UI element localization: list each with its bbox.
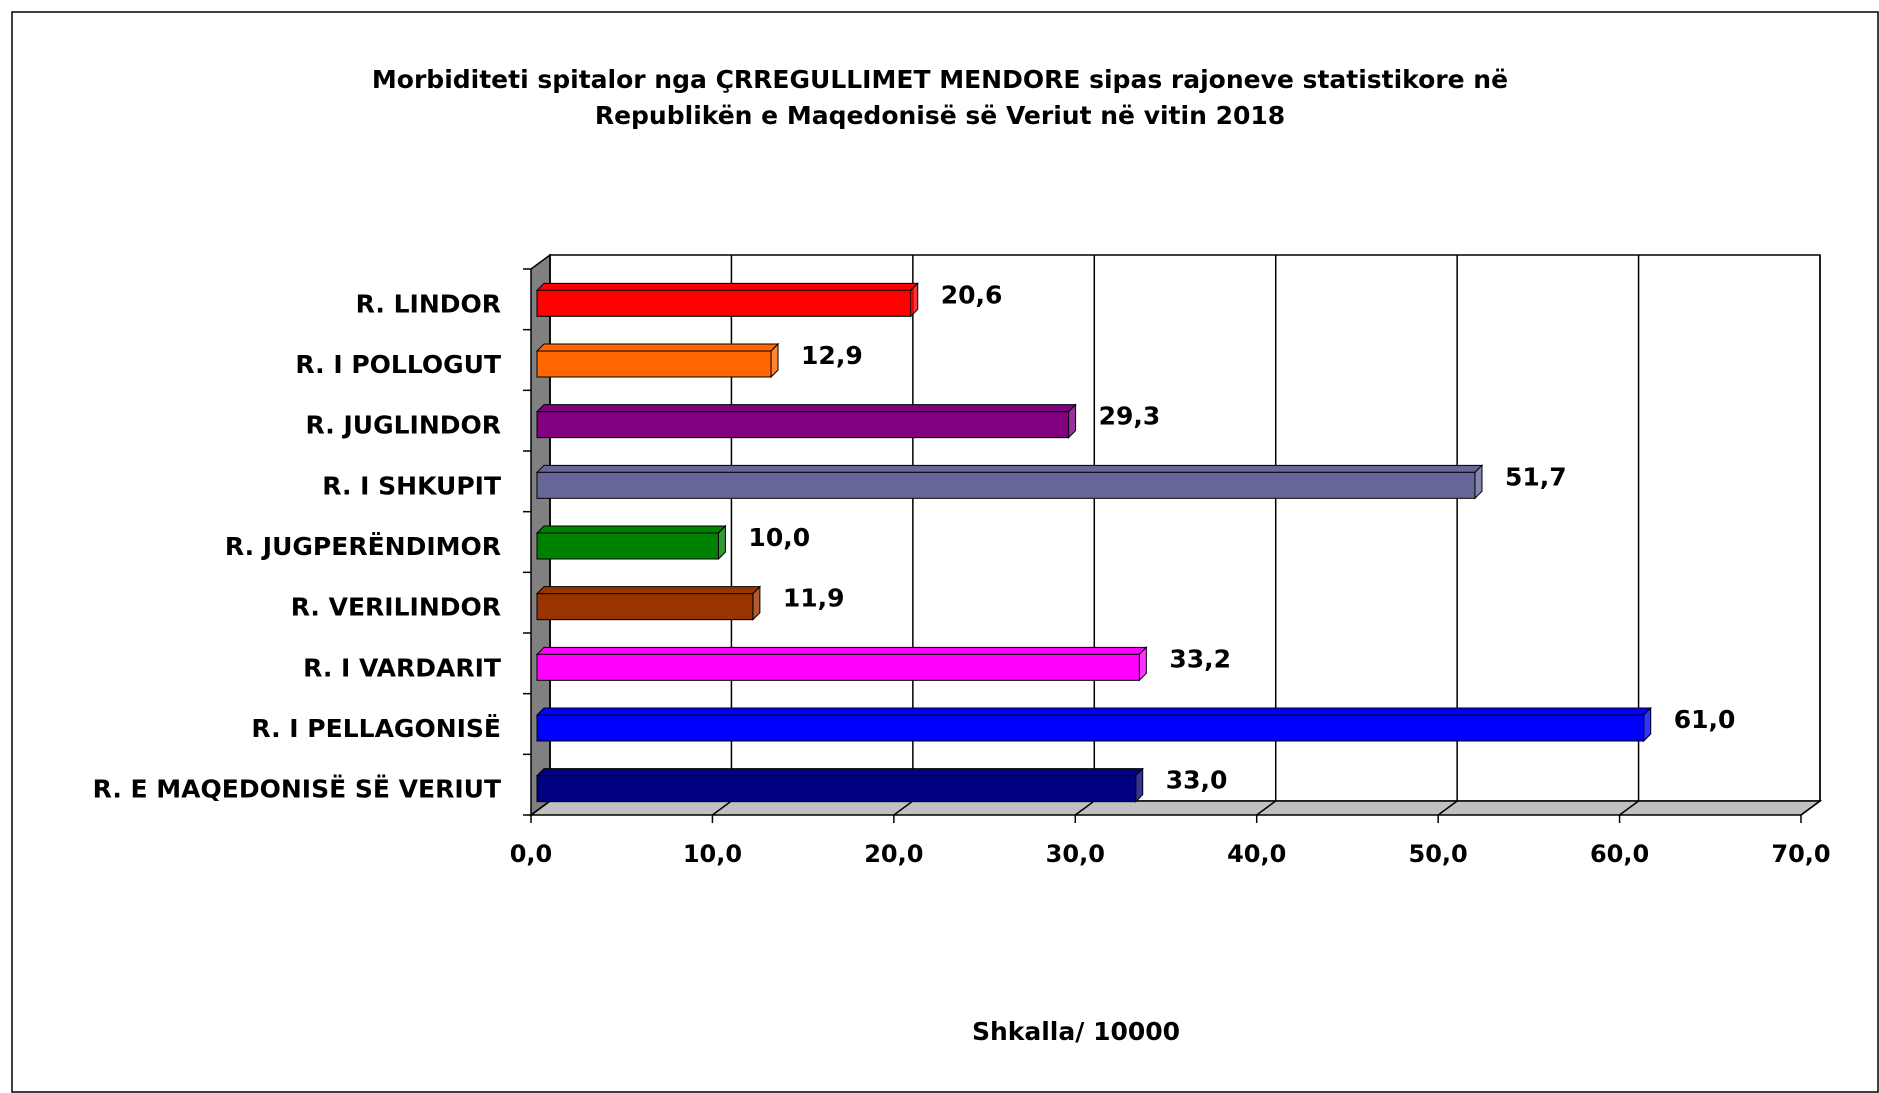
category-label: R. I PELLAGONISË xyxy=(251,713,501,743)
category-label: R. VERILINDOR xyxy=(291,593,501,622)
x-tick-label: 0,0 xyxy=(510,840,553,868)
x-tick-label: 10,0 xyxy=(683,840,742,868)
chart-title: Morbiditeti spitalor nga ÇRREGULLIMET ME… xyxy=(372,65,1508,94)
x-tick-label: 30,0 xyxy=(1046,840,1105,868)
bar xyxy=(536,471,1476,499)
bar-top xyxy=(535,343,780,352)
bar xyxy=(536,289,912,317)
bar-top xyxy=(535,464,1484,473)
bar xyxy=(536,653,1140,681)
x-axis-label: Shkalla/ 10000 xyxy=(972,1017,1180,1046)
grid-line xyxy=(1437,255,1458,816)
value-label: 11,9 xyxy=(783,584,845,613)
grid-line xyxy=(1800,255,1821,816)
bar xyxy=(536,350,772,378)
x-tick-label: 40,0 xyxy=(1227,840,1286,868)
value-label: 12,9 xyxy=(801,341,863,370)
value-label: 29,3 xyxy=(1099,402,1161,431)
bar xyxy=(536,775,1137,803)
bar-top xyxy=(535,282,919,291)
category-label: R. JUGLINDOR xyxy=(306,411,501,440)
category-label: R. JUGPERËNDIMOR xyxy=(225,531,501,561)
bar-top xyxy=(535,768,1144,777)
value-label: 10,0 xyxy=(748,523,810,552)
bar-top xyxy=(535,404,1077,413)
x-tick-label: 50,0 xyxy=(1409,840,1468,868)
bar xyxy=(536,532,719,560)
bar xyxy=(536,411,1070,439)
bar-top xyxy=(535,646,1148,655)
bar-top xyxy=(535,707,1652,716)
value-label: 51,7 xyxy=(1505,462,1567,491)
x-tick-label: 20,0 xyxy=(864,840,923,868)
category-label: R. E MAQEDONISË SË VERIUT xyxy=(93,774,501,804)
category-label: R. I POLLOGUT xyxy=(295,350,501,379)
floor xyxy=(528,800,1823,816)
value-label: 33,0 xyxy=(1166,766,1228,795)
category-label: R. LINDOR xyxy=(356,289,501,318)
value-label: 20,6 xyxy=(941,280,1003,309)
x-tick-label: 70,0 xyxy=(1771,840,1830,868)
value-label: 61,0 xyxy=(1674,705,1736,734)
x-tick-label: 60,0 xyxy=(1590,840,1649,868)
grid-line xyxy=(1619,255,1640,816)
grid-line xyxy=(1256,255,1277,816)
category-label: R. I SHKUPIT xyxy=(322,471,501,500)
bar xyxy=(536,714,1645,742)
category-label: R. I VARDARIT xyxy=(303,653,501,682)
bar-top xyxy=(535,586,762,595)
bar xyxy=(536,593,754,621)
value-label: 33,2 xyxy=(1169,644,1231,673)
bar-top xyxy=(535,525,727,534)
chart-subtitle: Republikën e Maqedonisë së Veriut në vit… xyxy=(595,101,1285,130)
